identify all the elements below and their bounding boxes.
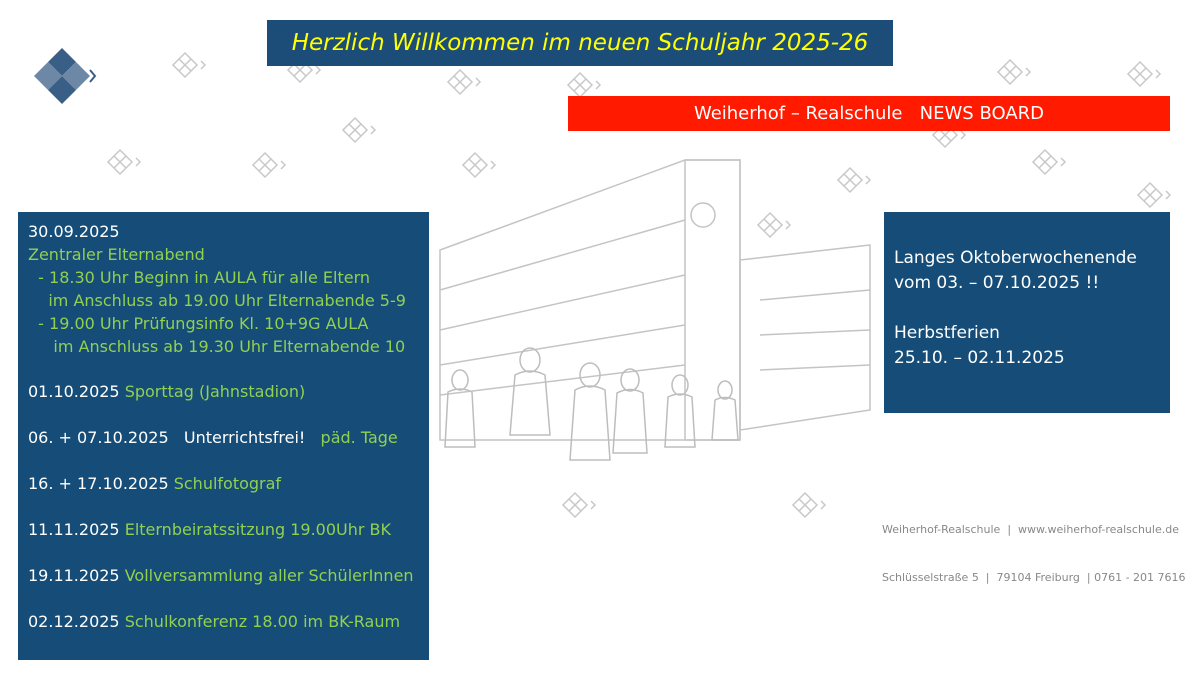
school-contact: Weiherhof-Realschule | www.weiherhof-rea… bbox=[882, 490, 1186, 602]
event-item: 02.12.2025 Schulkonferenz 18.00 im BK-Ra… bbox=[28, 610, 419, 634]
diamond-icon bbox=[251, 151, 287, 179]
diamond-icon bbox=[561, 491, 597, 519]
event-date: 16. + 17.10.2025 bbox=[28, 474, 174, 493]
event-date: 01.10.2025 bbox=[28, 382, 125, 401]
diamond-icon bbox=[566, 71, 602, 99]
event-date: 02.12.2025 bbox=[28, 612, 125, 631]
news-board-banner: Weiherhof – Realschule NEWS BOARD bbox=[568, 96, 1170, 131]
event-item: 11.11.2025 Elternbeiratssitzung 19.00Uhr… bbox=[28, 518, 419, 542]
event-title: päd. Tage bbox=[315, 428, 398, 447]
event-date: 19.11.2025 bbox=[28, 566, 125, 585]
event-detail: - 19.00 Uhr Prüfungsinfo Kl. 10+9G AULA bbox=[28, 314, 369, 333]
event-item: 06. + 07.10.2025 Unterrichtsfrei! päd. T… bbox=[28, 426, 419, 450]
footer-line: Schlüsselstraße 5 | 79104 Freiburg | 076… bbox=[882, 571, 1186, 584]
diamond-icon bbox=[461, 151, 497, 179]
diamond-icon bbox=[286, 56, 322, 84]
holiday-dates: 25.10. – 02.11.2025 bbox=[894, 348, 1065, 368]
diamond-icon bbox=[1126, 60, 1162, 88]
event-note: Unterrichtsfrei! bbox=[168, 428, 316, 447]
event-date: 06. + 07.10.2025 bbox=[28, 428, 169, 447]
event-item: 01.10.2025 Sporttag (Jahnstadion) bbox=[28, 380, 419, 404]
event-item: 19.11.2025 Vollversammlung aller Schüler… bbox=[28, 564, 419, 588]
event-title: Sporttag (Jahnstadion) bbox=[124, 382, 306, 401]
diamond-icon bbox=[106, 148, 142, 176]
diamond-icon bbox=[446, 68, 482, 96]
page-title: Herzlich Willkommen im neuen Schuljahr 2… bbox=[267, 20, 893, 66]
building-sketch-icon bbox=[439, 159, 871, 461]
event-title: Schulkonferenz 18.00 im BK-Raum bbox=[124, 612, 401, 631]
event-title: Elternbeiratssitzung 19.00Uhr BK bbox=[124, 520, 392, 539]
event-detail: im Anschluss ab 19.00 Uhr Elternabende 5… bbox=[28, 291, 406, 310]
event-item: 16. + 17.10.2025 Schulfotograf bbox=[28, 472, 419, 496]
events-panel: 30.09.2025 Zentraler Elternabend - 18.30… bbox=[18, 212, 429, 660]
event-detail: - 18.30 Uhr Beginn in AULA für alle Elte… bbox=[28, 268, 371, 287]
event-date: 11.11.2025 bbox=[28, 520, 125, 539]
holiday-dates: vom 03. – 07.10.2025 !! bbox=[894, 273, 1100, 293]
holidays-panel: Langes Oktoberwochenende vom 03. – 07.10… bbox=[884, 212, 1170, 413]
diamond-icon bbox=[1136, 181, 1172, 209]
diamond-icon bbox=[996, 58, 1032, 86]
event-date: 30.09.2025 bbox=[28, 222, 120, 241]
diamond-icon bbox=[931, 121, 967, 149]
event-title: Zentraler Elternabend bbox=[28, 245, 205, 264]
diamond-icon bbox=[836, 166, 872, 194]
diamond-icon bbox=[756, 211, 792, 239]
diamond-icon bbox=[341, 116, 377, 144]
diamond-icon bbox=[791, 491, 827, 519]
diamond-icon bbox=[1031, 148, 1067, 176]
event-detail: im Anschluss ab 19.30 Uhr Elternabende 1… bbox=[28, 337, 406, 356]
event-title: Vollversammlung aller SchülerInnen bbox=[124, 566, 414, 585]
logo bbox=[34, 48, 97, 104]
diamond-icon bbox=[171, 51, 207, 79]
footer-line: Weiherhof-Realschule | www.weiherhof-rea… bbox=[882, 523, 1179, 536]
holiday-title: Langes Oktoberwochenende bbox=[894, 248, 1137, 268]
holiday-title: Herbstferien bbox=[894, 323, 1000, 343]
event-title: Schulfotograf bbox=[173, 474, 282, 493]
